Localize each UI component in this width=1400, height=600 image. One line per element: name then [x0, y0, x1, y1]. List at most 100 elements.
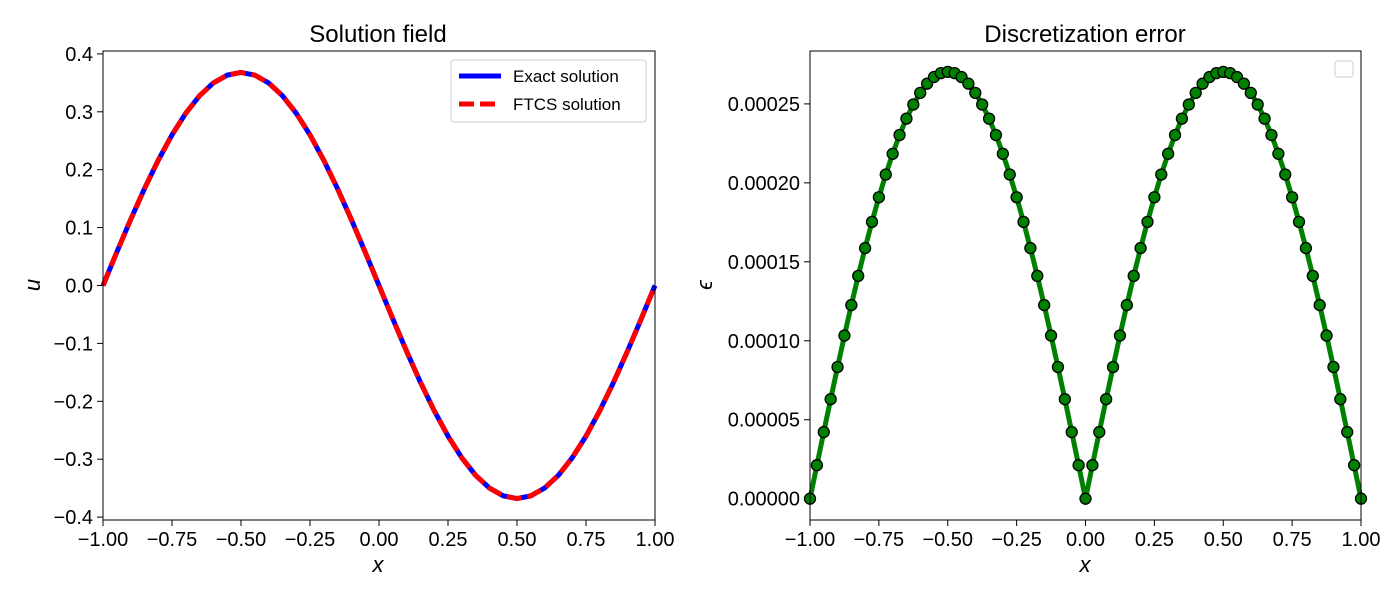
solution-field-ticks: −1.00 −0.75 −0.50 −0.25 0.00 0.25 0.50 0.75 1.00…: [54, 44, 675, 551]
solution-field-x-label: x: [372, 552, 385, 577]
y-tick-label: 0.00000: [728, 489, 800, 511]
y-tick-label: 0.1: [65, 218, 93, 240]
error-data-point: [1347, 459, 1361, 472]
error-data-point: [1162, 147, 1175, 160]
error-line: [807, 69, 1364, 502]
discretization-error-ticks: −1.00 −0.75 −0.50 −0.25 0.00 0.25 0.50 0.75 1.00…: [728, 94, 1381, 551]
error-data-point: [900, 112, 913, 125]
x-tick-label: −0.50: [922, 529, 973, 551]
x-tick-label: −1.00: [785, 529, 836, 551]
y-tick-label: −0.2: [54, 391, 93, 413]
discretization-error-axes-frame: [809, 50, 1362, 521]
error-data-point: [996, 147, 1009, 160]
error-data-point: [1168, 128, 1182, 142]
ftcs-solution-line: [100, 69, 658, 502]
error-data-point: [1320, 329, 1333, 342]
error-data-point: [1175, 112, 1189, 125]
error-data-point: [838, 329, 851, 342]
error-data-point: [1299, 241, 1313, 255]
error-data-point: [1017, 215, 1030, 229]
error-data-point: [907, 98, 920, 111]
error-data-point: [914, 86, 927, 99]
error-data-point: [1244, 86, 1257, 99]
x-tick-label: −0.50: [216, 529, 267, 551]
error-data-point: [1285, 191, 1299, 204]
error-data-point: [1265, 128, 1278, 142]
error-data-point: [893, 128, 906, 142]
y-tick-label: 0.3: [65, 102, 93, 124]
error-data-point: [1010, 191, 1023, 204]
error-data-point: [817, 425, 830, 439]
y-tick-label: 0.0: [65, 276, 93, 298]
error-data-point: [810, 459, 824, 472]
error-data-point: [976, 98, 989, 111]
error-data-point: [872, 191, 886, 204]
error-data-point: [1058, 393, 1071, 406]
error-data-point: [969, 86, 982, 99]
discretization-error-panel: Discretization error x ϵ −1.00 −0.75 −0.50…: [692, 21, 1380, 577]
error-data-point: [1251, 98, 1264, 111]
error-data-point: [1189, 86, 1202, 99]
error-data-point: [1292, 215, 1306, 229]
solution-field-title: Solution field: [309, 21, 446, 48]
solution-field-axes-frame: [102, 50, 656, 521]
empty-legend-box: [1334, 60, 1354, 78]
x-tick-label: −0.25: [991, 529, 1042, 551]
y-tick-label: 0.00020: [728, 173, 800, 195]
error-data-point: [1072, 459, 1085, 472]
error-data-point: [1334, 393, 1347, 406]
error-data-point: [858, 241, 872, 255]
x-tick-label: 1.00: [636, 529, 675, 551]
solution-field-legend: Exact solution FTCS solution: [450, 59, 647, 123]
error-data-point: [1127, 269, 1140, 283]
y-tick-label: 0.00025: [728, 94, 800, 116]
exact-solution-line: [100, 69, 658, 502]
error-data-point: [1279, 168, 1292, 181]
error-data-point: [1155, 168, 1168, 181]
error-data-point: [1182, 98, 1195, 111]
error-data-point: [1051, 360, 1065, 374]
error-data-point: [824, 393, 837, 406]
error-data-point: [1327, 360, 1340, 374]
error-data-point: [1313, 298, 1326, 312]
x-tick-label: 0.75: [1273, 529, 1312, 551]
x-tick-label: 0.25: [429, 529, 468, 551]
x-tick-label: 1.00: [1342, 529, 1381, 551]
x-tick-label: −1.00: [78, 529, 129, 551]
y-tick-label: −0.1: [54, 333, 93, 355]
solution-field-plot-area: [100, 69, 658, 502]
discretization-error-x-label: x: [1079, 552, 1092, 577]
x-tick-label: 0.75: [567, 529, 606, 551]
error-data-point: [1106, 360, 1120, 374]
error-data-point: [1044, 329, 1058, 342]
error-data-point: [1031, 269, 1044, 283]
y-tick-label: −0.3: [54, 449, 93, 471]
x-tick-label: 0.50: [1204, 529, 1243, 551]
error-data-point: [1024, 241, 1037, 255]
error-data-point: [831, 360, 844, 374]
error-data-point: [1079, 492, 1092, 505]
solution-field-y-label: u: [20, 279, 45, 291]
error-data-point: [1272, 147, 1285, 160]
y-tick-label: 0.2: [65, 160, 93, 182]
error-data-point: [1113, 329, 1127, 342]
y-tick-label: 0.00015: [728, 252, 800, 274]
error-data-point: [1093, 425, 1106, 439]
x-tick-label: −0.25: [285, 529, 336, 551]
error-data-point: [1120, 298, 1133, 312]
error-data-point: [1148, 191, 1161, 204]
error-data-point: [1141, 215, 1154, 229]
error-data-point: [852, 269, 865, 283]
error-data-point: [1258, 112, 1271, 125]
y-tick-label: 0.00005: [728, 410, 800, 432]
discretization-error-y-label: ϵ: [692, 279, 717, 290]
legend-exact-label: Exact solution: [513, 67, 619, 86]
x-tick-label: 0.00: [360, 529, 399, 551]
error-data-point: [1065, 425, 1078, 439]
error-data-point: [886, 147, 899, 160]
x-tick-label: 0.50: [498, 529, 537, 551]
error-data-point: [865, 215, 879, 229]
error-data-point: [845, 298, 858, 312]
y-tick-label: 0.00010: [728, 331, 800, 353]
